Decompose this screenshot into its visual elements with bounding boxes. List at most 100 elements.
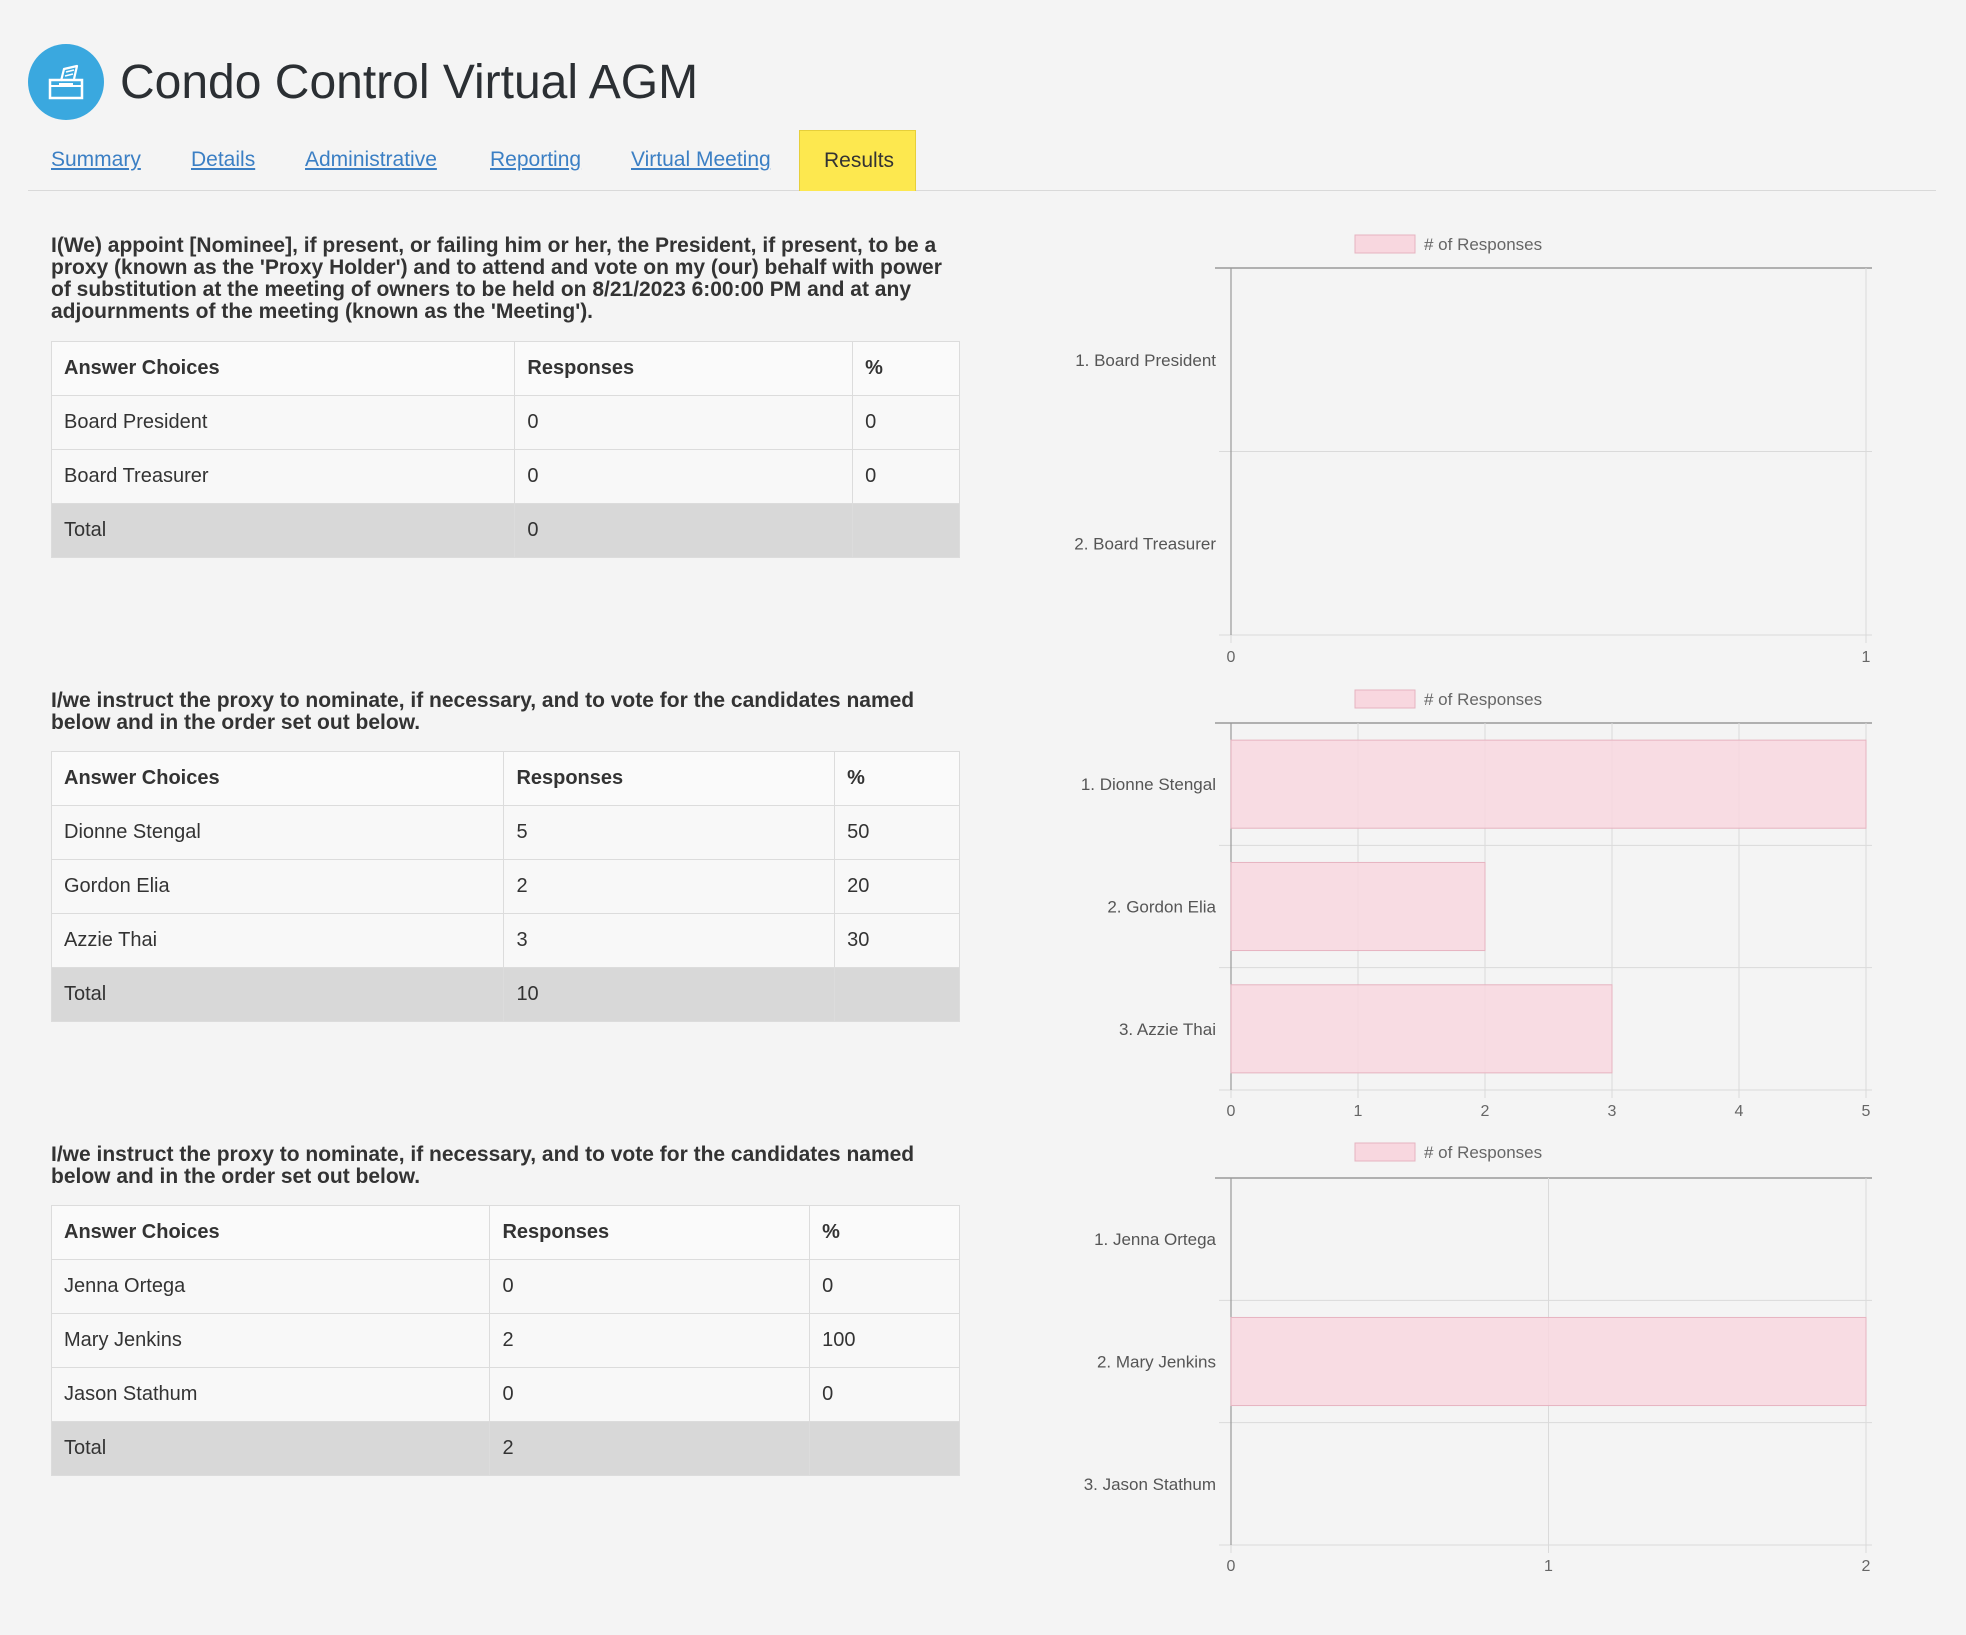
total-row: Total 2: [50, 1421, 960, 1476]
table-row: Jenna Ortega 0 0: [50, 1259, 960, 1314]
response-count: 0: [514, 449, 854, 504]
response-count: 3: [503, 913, 836, 968]
tab-summary[interactable]: Summary: [51, 148, 141, 171]
x-tick-label: 1: [1354, 1103, 1363, 1120]
table-row: Gordon Elia 2 20: [50, 859, 960, 914]
total-count: 0: [514, 503, 854, 558]
tab-administrative[interactable]: Administrative: [305, 148, 437, 171]
column-header: Responses: [514, 341, 854, 396]
y-category-label: 3. Jason Stathum: [1084, 1475, 1216, 1494]
question-text: I(We) appoint [Nominee], if present, or …: [51, 234, 942, 323]
legend-swatch: [1354, 689, 1416, 709]
results-bar-chart: # of Responses 0 1 2 3 4 5 1. Dionne Stengal 2. …: [1081, 689, 1872, 1120]
app-header: Condo Control Virtual AGM: [28, 44, 698, 120]
column-header: %: [809, 1205, 960, 1260]
y-category-label: 3. Azzie Thai: [1119, 1020, 1216, 1039]
x-tick-label: 0: [1227, 649, 1236, 666]
column-header: Answer Choices: [50, 341, 516, 396]
x-tick-label: 0: [1227, 1103, 1236, 1120]
response-percent: 100: [809, 1313, 960, 1368]
legend-label: # of Responses: [1424, 235, 1542, 254]
total-row: Total 10: [50, 967, 960, 1022]
legend-swatch: [1354, 1142, 1416, 1162]
response-percent: 50: [834, 805, 960, 860]
column-header: Responses: [489, 1205, 811, 1260]
tab-reporting[interactable]: Reporting: [490, 148, 582, 171]
column-header: %: [852, 341, 960, 396]
y-category-label: 1. Board President: [1075, 351, 1216, 370]
bar: [1230, 739, 1867, 829]
question-text: I/we instruct the proxy to nominate, if …: [51, 689, 915, 734]
total-count: 2: [489, 1421, 811, 1476]
x-tick-label: 3: [1608, 1103, 1617, 1120]
response-count: 0: [489, 1259, 811, 1314]
total-percent: [852, 503, 960, 558]
total-label: Total: [50, 1421, 491, 1476]
tab-virtual-meeting[interactable]: Virtual Meeting: [631, 148, 771, 171]
x-tick-label: 1: [1862, 649, 1871, 666]
column-header: Answer Choices: [50, 751, 505, 806]
tab-bar: Summary Details Administrative Reporting…: [28, 130, 1936, 191]
x-tick-label: 2: [1481, 1103, 1490, 1120]
x-tick-label: 0: [1227, 1558, 1236, 1575]
answer-choice: Azzie Thai: [50, 913, 505, 968]
y-category-label: 1. Dionne Stengal: [1081, 775, 1216, 794]
y-category-label: 2. Mary Jenkins: [1097, 1353, 1216, 1372]
page-title: Condo Control Virtual AGM: [120, 55, 699, 109]
results-bar-chart: # of Responses 0 1 1. Board President 2. Boa…: [1074, 234, 1872, 666]
answer-choice: Gordon Elia: [50, 859, 505, 914]
bar: [1230, 861, 1486, 952]
response-count: 0: [489, 1367, 811, 1422]
answer-choice: Mary Jenkins: [50, 1313, 491, 1368]
x-tick-label: 1: [1544, 1558, 1553, 1575]
response-count: 2: [489, 1313, 811, 1368]
table-header-row: Answer Choices Responses %: [50, 751, 960, 806]
table-row: Jason Stathum 0 0: [50, 1367, 960, 1422]
response-percent: 30: [834, 913, 960, 968]
tab-results[interactable]: Results: [799, 130, 916, 191]
response-percent: 20: [834, 859, 960, 914]
table-row: Azzie Thai 3 30: [50, 913, 960, 968]
results-table: Answer Choices Responses % Jenna Ortega …: [50, 1205, 960, 1476]
column-header: Answer Choices: [50, 1205, 491, 1260]
results-table: Answer Choices Responses % Dionne Stenga…: [50, 751, 960, 1022]
table-row: Board Treasurer 0 0: [50, 449, 960, 504]
response-percent: 0: [809, 1367, 960, 1422]
y-category-label: 2. Board Treasurer: [1074, 534, 1216, 553]
answer-choice: Board President: [50, 395, 516, 450]
ballot-box-icon: [28, 44, 104, 120]
table-header-row: Answer Choices Responses %: [50, 1205, 960, 1260]
total-label: Total: [50, 967, 505, 1022]
x-tick-label: 4: [1735, 1103, 1744, 1120]
column-header: %: [834, 751, 960, 806]
x-tick-label: 2: [1862, 1558, 1871, 1575]
answer-choice: Dionne Stengal: [50, 805, 505, 860]
response-count: 2: [503, 859, 836, 914]
answer-choice: Jason Stathum: [50, 1367, 491, 1422]
column-header: Responses: [503, 751, 836, 806]
bar: [1230, 1316, 1867, 1407]
table-row: Dionne Stengal 5 50: [50, 805, 960, 860]
question-text: I/we instruct the proxy to nominate, if …: [51, 1143, 915, 1188]
response-percent: 0: [852, 449, 960, 504]
answer-choice: Board Treasurer: [50, 449, 516, 504]
x-tick-label: 5: [1862, 1103, 1871, 1120]
total-percent: [809, 1421, 960, 1476]
table-header-row: Answer Choices Responses %: [50, 341, 960, 396]
total-count: 10: [503, 967, 836, 1022]
response-count: 5: [503, 805, 836, 860]
tab-details[interactable]: Details: [191, 148, 256, 171]
bar: [1230, 984, 1613, 1074]
response-percent: 0: [852, 395, 960, 450]
total-row: Total 0: [50, 503, 960, 558]
y-category-label: 2. Gordon Elia: [1107, 898, 1216, 917]
total-percent: [834, 967, 960, 1022]
answer-choice: Jenna Ortega: [50, 1259, 491, 1314]
results-bar-chart: # of Responses 0 1 2 1. Jenna Ortega 2. Mary …: [1084, 1142, 1872, 1575]
response-percent: 0: [809, 1259, 960, 1314]
total-label: Total: [50, 503, 516, 558]
results-table: Answer Choices Responses % Board Preside…: [50, 341, 960, 558]
legend-label: # of Responses: [1424, 690, 1542, 709]
table-row: Board President 0 0: [50, 395, 960, 450]
response-count: 0: [514, 395, 854, 450]
